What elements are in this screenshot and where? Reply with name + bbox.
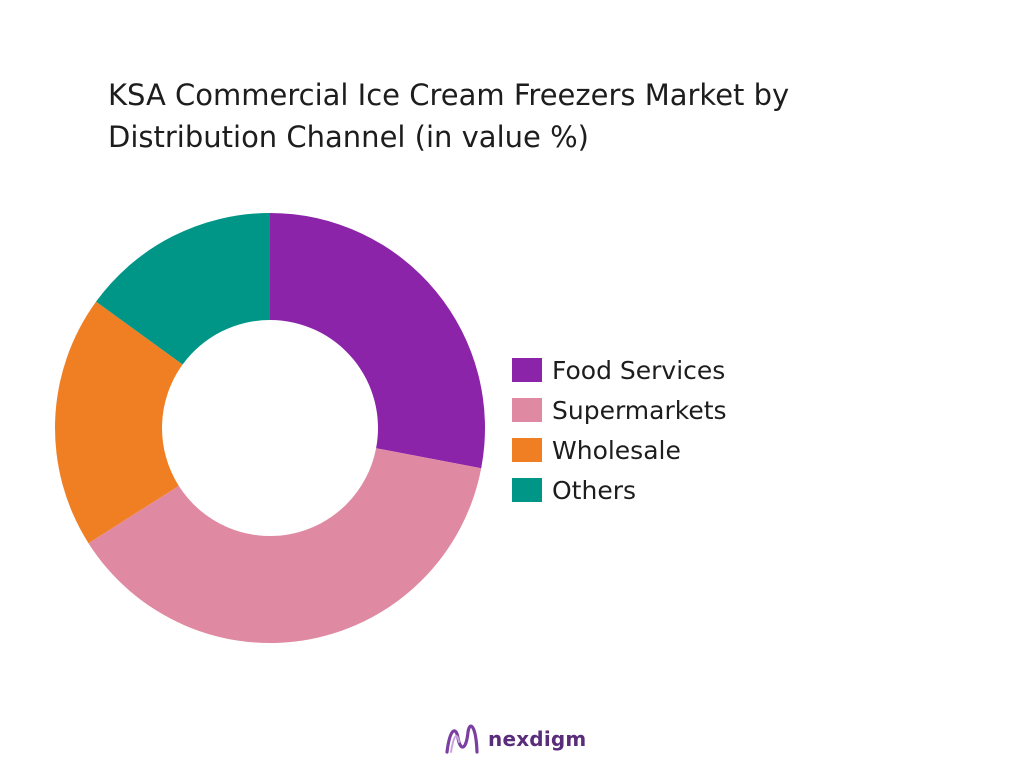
chart-title: KSA Commercial Ice Cream Freezers Market…: [108, 74, 928, 158]
donut-slice-supermarkets: [88, 448, 482, 643]
donut-slice-food-services: [270, 213, 486, 469]
legend-swatch: [512, 398, 542, 422]
legend-label: Food Services: [552, 355, 726, 385]
chart-title-line-1: KSA Commercial Ice Cream Freezers Market…: [108, 78, 790, 112]
chart-title-line-2: Distribution Channel (in value %): [108, 120, 589, 154]
legend-label: Wholesale: [552, 435, 681, 465]
legend-swatch: [512, 438, 542, 462]
legend-swatch: [512, 478, 542, 502]
brand-name: nexdigm: [488, 727, 587, 751]
legend-item-supermarkets: Supermarkets: [512, 395, 727, 425]
legend-item-food-services: Food Services: [512, 355, 727, 385]
legend-swatch: [512, 358, 542, 382]
legend-item-wholesale: Wholesale: [512, 435, 727, 465]
legend-label: Others: [552, 475, 637, 505]
legend-item-others: Others: [512, 475, 727, 505]
brand-logo: nexdigm: [444, 722, 586, 756]
chart-legend: Food Services Supermarkets Wholesale Oth…: [512, 356, 727, 516]
donut-slice-others: [96, 213, 271, 365]
donut-slice-wholesale: [55, 301, 183, 544]
legend-label: Supermarkets: [552, 395, 727, 425]
nexdigm-logo-icon: [445, 724, 479, 754]
